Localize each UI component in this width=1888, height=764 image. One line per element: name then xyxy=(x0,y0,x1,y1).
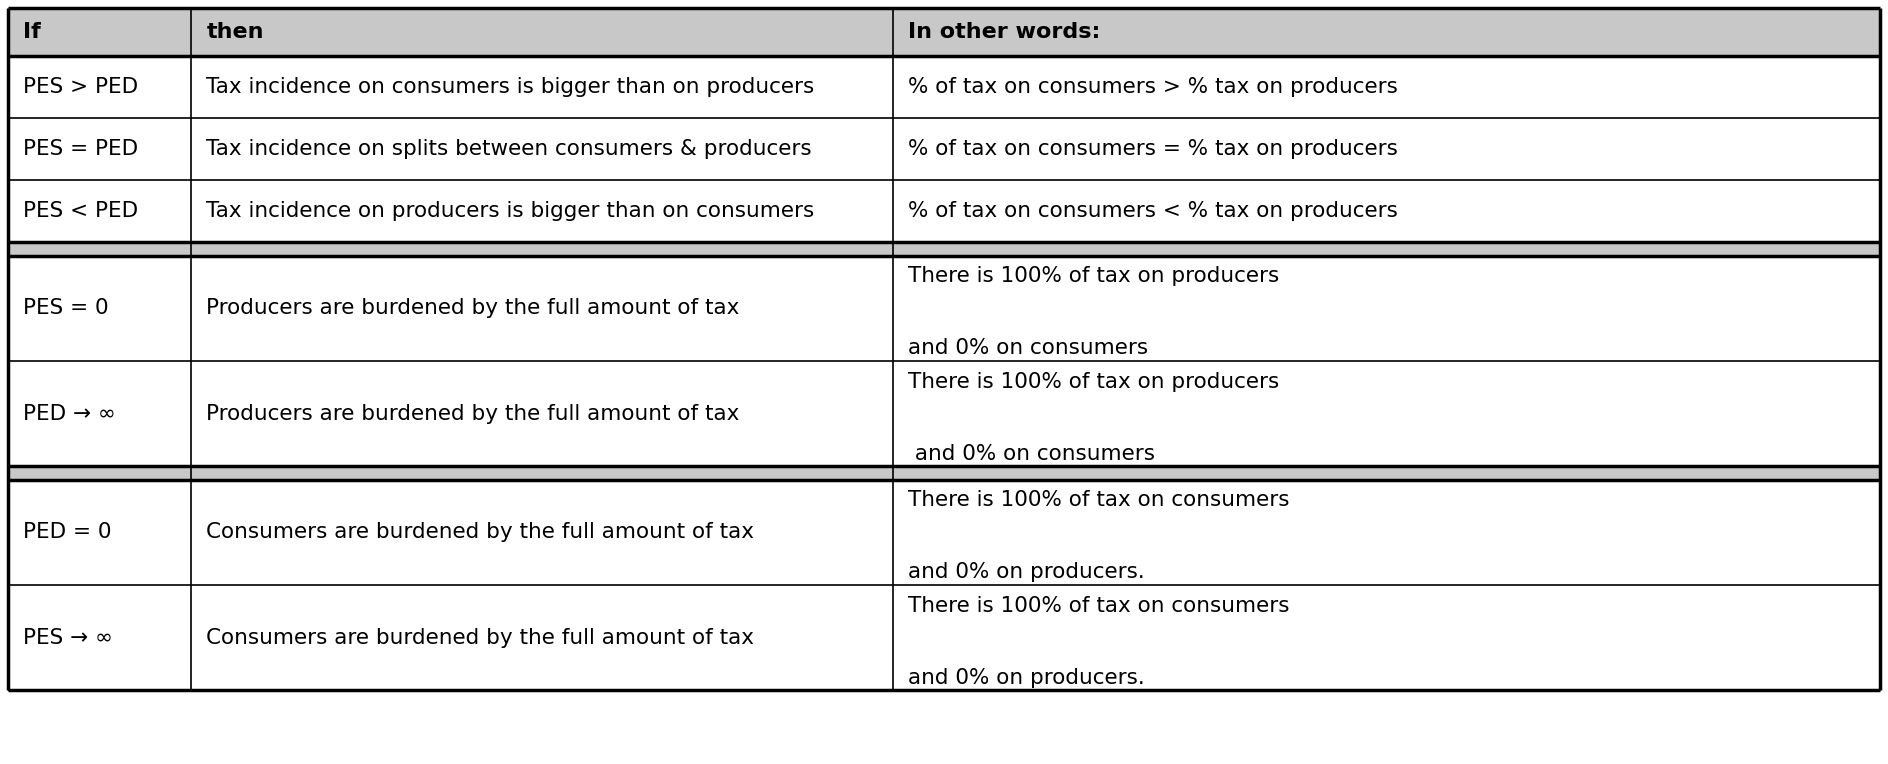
Text: PES → ∞: PES → ∞ xyxy=(23,627,113,648)
Bar xyxy=(191,180,893,242)
Bar xyxy=(8,361,191,466)
Bar xyxy=(191,256,893,361)
Bar xyxy=(8,480,191,585)
Text: then: then xyxy=(206,22,264,42)
Bar xyxy=(191,361,893,466)
Text: There is 100% of tax on producers

and 0% on consumers: There is 100% of tax on producers and 0%… xyxy=(908,267,1280,358)
Bar xyxy=(191,8,893,56)
Bar xyxy=(8,118,191,180)
Bar xyxy=(8,180,191,242)
Text: Producers are burdened by the full amount of tax: Producers are burdened by the full amoun… xyxy=(206,403,740,423)
Bar xyxy=(893,480,1880,585)
Text: % of tax on consumers = % tax on producers: % of tax on consumers = % tax on produce… xyxy=(908,139,1399,159)
Text: PED = 0: PED = 0 xyxy=(23,523,111,542)
Bar xyxy=(893,180,1880,242)
Bar xyxy=(8,256,191,361)
Bar xyxy=(893,256,1880,361)
Text: Tax incidence on splits between consumers & producers: Tax incidence on splits between consumer… xyxy=(206,139,812,159)
Text: Consumers are burdened by the full amount of tax: Consumers are burdened by the full amoun… xyxy=(206,627,755,648)
Bar xyxy=(191,480,893,585)
Bar xyxy=(8,466,1880,480)
Text: Tax incidence on producers is bigger than on consumers: Tax incidence on producers is bigger tha… xyxy=(206,201,816,221)
Bar xyxy=(893,361,1880,466)
Text: % of tax on consumers < % tax on producers: % of tax on consumers < % tax on produce… xyxy=(908,201,1399,221)
Text: In other words:: In other words: xyxy=(908,22,1101,42)
Text: If: If xyxy=(23,22,42,42)
Bar xyxy=(8,585,191,690)
Text: There is 100% of tax on consumers

and 0% on producers.: There is 100% of tax on consumers and 0%… xyxy=(908,595,1290,688)
Text: Consumers are burdened by the full amount of tax: Consumers are burdened by the full amoun… xyxy=(206,523,755,542)
Bar xyxy=(8,56,191,118)
Text: PED → ∞: PED → ∞ xyxy=(23,403,115,423)
Text: PES < PED: PES < PED xyxy=(23,201,138,221)
Text: There is 100% of tax on consumers

and 0% on producers.: There is 100% of tax on consumers and 0%… xyxy=(908,490,1290,582)
Bar xyxy=(893,56,1880,118)
Text: Producers are burdened by the full amount of tax: Producers are burdened by the full amoun… xyxy=(206,299,740,319)
Bar xyxy=(8,8,191,56)
Text: PES = PED: PES = PED xyxy=(23,139,138,159)
Bar xyxy=(893,585,1880,690)
Bar xyxy=(8,242,1880,256)
Bar xyxy=(893,118,1880,180)
Text: PES = 0: PES = 0 xyxy=(23,299,110,319)
Bar xyxy=(191,585,893,690)
Text: There is 100% of tax on producers

 and 0% on consumers: There is 100% of tax on producers and 0%… xyxy=(908,371,1280,464)
Bar xyxy=(191,56,893,118)
Bar xyxy=(191,118,893,180)
Text: PES > PED: PES > PED xyxy=(23,77,138,97)
Text: % of tax on consumers > % tax on producers: % of tax on consumers > % tax on produce… xyxy=(908,77,1399,97)
Text: Tax incidence on consumers is bigger than on producers: Tax incidence on consumers is bigger tha… xyxy=(206,77,816,97)
Bar xyxy=(893,8,1880,56)
